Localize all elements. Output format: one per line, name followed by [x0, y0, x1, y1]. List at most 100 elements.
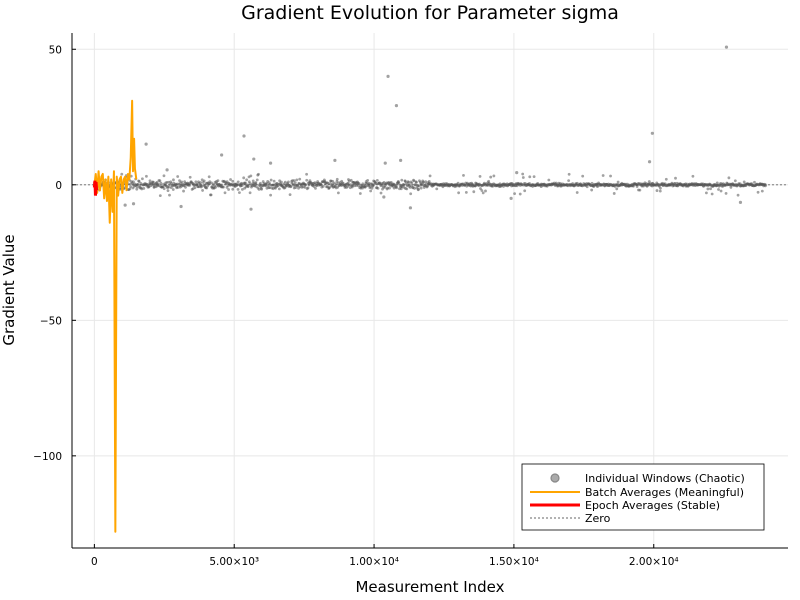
scatter-point [272, 179, 276, 183]
scatter-point [413, 186, 416, 190]
scatter-point [612, 192, 616, 195]
legend-label-epoch: Epoch Averages (Stable) [585, 499, 720, 512]
scatter-point [405, 187, 409, 191]
scatter-point [242, 176, 246, 180]
scatter-point-outlier [383, 161, 387, 165]
scatter-point [567, 172, 571, 176]
y-tick-labels: 50 0 −50 −100 [33, 44, 62, 463]
y-tick-label: 50 [49, 44, 62, 56]
scatter-point-outlier [724, 45, 729, 49]
scatter-point [753, 180, 756, 184]
scatter-point [336, 191, 340, 195]
scatter-point [400, 178, 404, 182]
scatter-point [674, 176, 677, 180]
scatter-point [421, 180, 425, 184]
scatter-point [480, 189, 484, 192]
scatter-point [288, 193, 292, 197]
epoch-line-layer [92, 180, 99, 196]
scatter-point [236, 188, 240, 191]
scatter-point [410, 181, 414, 185]
scatter-point [376, 187, 380, 190]
scatter-point [706, 187, 710, 191]
scatter-point [374, 181, 378, 185]
scatter-point [223, 191, 227, 195]
scatter-point [764, 183, 767, 187]
scatter-point-outlier [165, 168, 169, 172]
scatter-point [412, 179, 416, 183]
scatter-point [616, 180, 620, 184]
scatter-point [334, 182, 338, 186]
scatter-point [658, 189, 662, 193]
scatter-point [369, 189, 373, 193]
scatter-point [435, 187, 439, 191]
epoch-averages-line [92, 180, 99, 196]
scatter-point [328, 186, 331, 190]
scatter-point [355, 184, 358, 187]
scatter-point-outlier [242, 134, 246, 138]
scatter-point [246, 184, 250, 188]
scatter-point [615, 187, 619, 191]
scatter-point [357, 182, 361, 186]
legend-box [521, 463, 765, 531]
scatter-point [148, 179, 152, 183]
scatter-point [142, 187, 146, 190]
scatter-point [321, 184, 325, 188]
scatter-point [585, 185, 589, 189]
scatter-point [231, 187, 235, 191]
scatter-point [214, 185, 218, 189]
scatter-point [158, 194, 162, 197]
scatter-point [368, 185, 372, 188]
scatter-point [135, 187, 139, 191]
scatter-point [407, 183, 411, 187]
scatter-point [402, 183, 406, 187]
scatter-point [222, 185, 225, 189]
scatter-point [135, 185, 139, 189]
scatter-point [161, 185, 165, 189]
scatter-point [733, 179, 737, 183]
scatter-point [199, 181, 203, 184]
scatter-point [172, 178, 175, 182]
scatter-point [304, 183, 308, 187]
scatter-point [407, 180, 410, 184]
scatter-point [249, 174, 253, 178]
scatter-point [162, 174, 166, 178]
scatter-point [727, 176, 731, 180]
scatter-point-outlier [131, 202, 136, 206]
scatter-point [581, 174, 585, 178]
scatter-point [269, 178, 273, 182]
scatter-point [259, 181, 262, 185]
scatter-point [132, 180, 135, 184]
scatter-point [207, 175, 211, 179]
scatter-point [201, 189, 204, 192]
scatter-point [176, 175, 180, 178]
scatter-point [178, 179, 181, 183]
scatter-point [305, 178, 309, 182]
axes [71, 33, 788, 549]
scatter-point [415, 181, 418, 184]
scatter-point [513, 192, 516, 196]
scatter-point [424, 182, 428, 186]
scatter-point [244, 181, 247, 185]
scatter-point [478, 174, 482, 178]
scatter-point [292, 179, 296, 183]
scatter-point [664, 177, 668, 181]
scatter-point-outlier [252, 157, 256, 161]
scatter-point [409, 192, 413, 196]
legend: Individual Windows (Chaotic) Batch Avera… [521, 463, 765, 531]
scatter-point [366, 179, 370, 182]
x-tick-label: 1.50×10⁴ [489, 556, 539, 568]
scatter-point [492, 174, 496, 178]
scatter-point [202, 179, 206, 183]
scatter-point [289, 184, 293, 188]
scatter-point-outlier [399, 158, 403, 162]
scatter-point [257, 188, 261, 191]
scatter-point [532, 175, 536, 179]
chart-title: Gradient Evolution for Parameter sigma [241, 2, 619, 24]
scatter-point [245, 178, 249, 182]
scatter-layer [93, 45, 767, 211]
scatter-point [229, 178, 232, 181]
scatter-point [137, 180, 141, 183]
scatter-point [251, 179, 255, 183]
scatter-point [756, 190, 760, 194]
scatter-point [248, 191, 252, 195]
